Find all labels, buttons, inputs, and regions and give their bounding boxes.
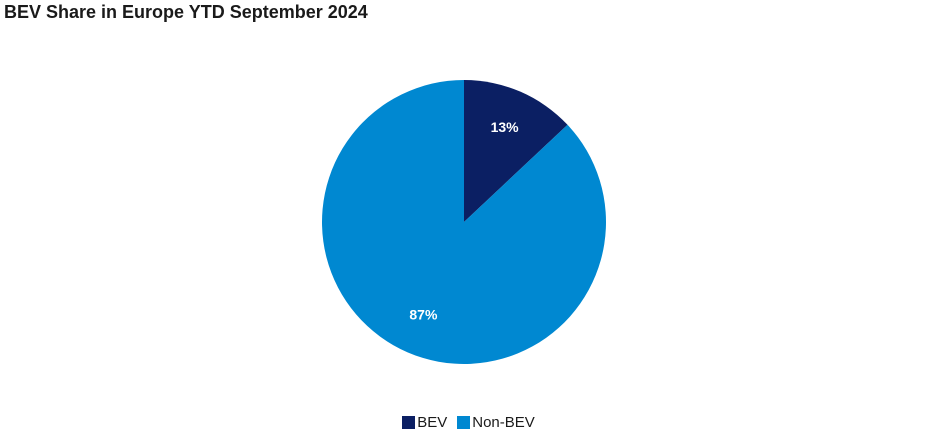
data-label-bev: 13% [491, 119, 520, 135]
data-label-non-bev: 87% [409, 307, 438, 323]
legend-item-bev[interactable]: BEV [402, 414, 447, 431]
pie-slice-bev[interactable] [464, 80, 568, 222]
legend: BEV Non-BEV [0, 414, 937, 431]
legend-swatch-bev [402, 416, 416, 429]
legend-label-bev: BEV [417, 414, 448, 431]
legend-swatch-non-bev [457, 416, 471, 429]
legend-label-non-bev: Non-BEV [472, 414, 535, 431]
chart-title: BEV Share in Europe YTD September 2024 [4, 2, 368, 22]
legend-item-non-bev[interactable]: Non-BEV [457, 414, 535, 431]
pie-slice-non-bev[interactable] [321, 80, 606, 364]
